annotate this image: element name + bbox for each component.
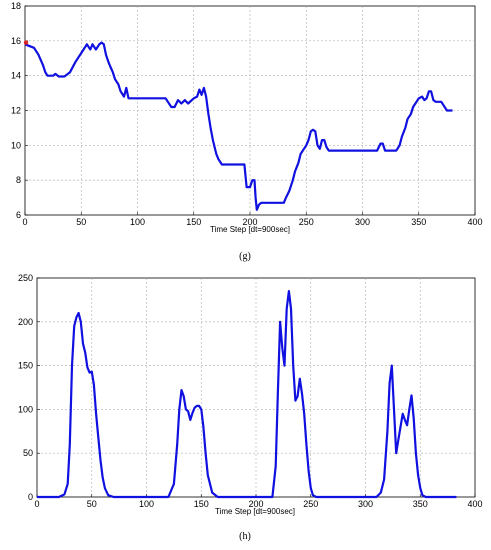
x-tick-label: 200 [242,217,257,227]
x-tick-label: 150 [194,499,209,509]
series-h [37,290,457,499]
y-tick-label: 250 [18,273,33,283]
chart-panel-g: 0 50 100 150 200 250 300 350 400 6 8 10 12 14 16 18 Ti… [11,1,483,262]
y-tick-label: 14 [11,71,21,81]
y-tick-label: 16 [11,36,21,46]
caption-h: (h) [239,531,251,542]
x-tick-labels-g: 0 50 100 150 200 250 300 350 400 [22,217,482,227]
x-tick-label: 250 [303,499,318,509]
series-line [37,290,457,499]
x-tick-label: 100 [139,499,154,509]
y-tick-label: 18 [11,1,21,11]
caption-g: (g) [239,251,251,262]
y-tick-labels-g: 6 8 10 12 14 16 18 [11,1,21,220]
x-tick-label: 250 [299,217,314,227]
series-g [23,40,453,211]
grid-g [24,5,476,216]
y-tick-label: 50 [23,448,33,458]
x-tick-label: 400 [467,499,482,509]
y-tick-label: 0 [28,492,33,502]
x-tick-labels-h: 0 50 100 150 200 250 300 350 400 [34,499,482,509]
chart-panel-h: 0 50 100 150 200 250 300 350 400 0 50 100 150 200 250… [18,273,483,542]
x-tick-label: 150 [186,217,201,227]
x-tick-label: 0 [34,499,39,509]
x-tick-label: 50 [76,217,86,227]
grid-h [36,277,476,498]
x-tick-label: 300 [358,499,373,509]
x-axis-label-g: Time Step [dt=900sec] [210,225,290,234]
y-tick-label: 150 [18,361,33,371]
x-tick-label: 50 [87,499,97,509]
x-tick-label: 100 [130,217,145,227]
x-tick-label: 400 [467,217,482,227]
x-tick-label: 300 [355,217,370,227]
start-marker [23,40,29,45]
y-tick-label: 200 [18,317,33,327]
y-tick-label: 12 [11,106,21,116]
y-tick-label: 6 [16,210,21,220]
x-tick-label: 0 [22,217,27,227]
series-line [24,41,453,211]
y-tick-label: 8 [16,175,21,185]
x-tick-label: 350 [413,499,428,509]
x-axis-label-h: Time Step [dt=900sec] [215,507,295,516]
y-tick-label: 100 [18,404,33,414]
x-tick-label: 350 [411,217,426,227]
y-tick-label: 10 [11,140,21,150]
y-tick-labels-h: 0 50 100 150 200 250 [18,273,33,502]
x-tick-label: 200 [248,499,263,509]
